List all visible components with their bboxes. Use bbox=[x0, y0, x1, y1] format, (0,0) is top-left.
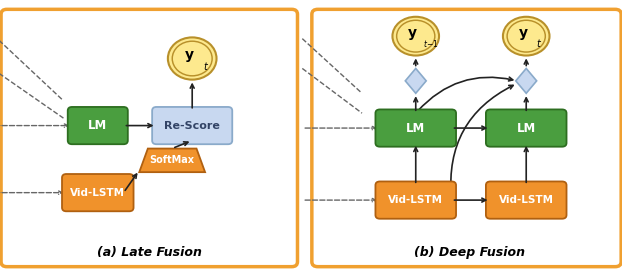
FancyBboxPatch shape bbox=[152, 107, 232, 144]
FancyBboxPatch shape bbox=[62, 174, 134, 211]
FancyBboxPatch shape bbox=[1, 9, 297, 267]
Text: $t$: $t$ bbox=[536, 37, 542, 49]
FancyBboxPatch shape bbox=[486, 182, 567, 219]
Text: LM: LM bbox=[88, 119, 108, 132]
Text: $\mathbf{y}$: $\mathbf{y}$ bbox=[518, 27, 529, 42]
FancyBboxPatch shape bbox=[68, 107, 128, 144]
Polygon shape bbox=[406, 68, 426, 93]
FancyBboxPatch shape bbox=[376, 109, 456, 147]
Text: $t\!-\!1$: $t\!-\!1$ bbox=[423, 38, 439, 49]
Text: LM: LM bbox=[517, 121, 536, 135]
Text: $t$: $t$ bbox=[203, 60, 209, 72]
FancyBboxPatch shape bbox=[376, 182, 456, 219]
Text: Re-Score: Re-Score bbox=[164, 121, 220, 131]
Text: $\mathbf{y}$: $\mathbf{y}$ bbox=[184, 49, 195, 64]
Polygon shape bbox=[516, 68, 537, 93]
Text: Vid-LSTM: Vid-LSTM bbox=[388, 195, 443, 205]
Text: (b) Deep Fusion: (b) Deep Fusion bbox=[414, 246, 525, 259]
Text: LM: LM bbox=[406, 121, 425, 135]
Text: Vid-LSTM: Vid-LSTM bbox=[70, 188, 125, 198]
Text: Vid-LSTM: Vid-LSTM bbox=[499, 195, 554, 205]
Circle shape bbox=[503, 17, 549, 55]
Circle shape bbox=[392, 17, 439, 55]
FancyBboxPatch shape bbox=[486, 109, 567, 147]
FancyBboxPatch shape bbox=[312, 9, 621, 267]
Circle shape bbox=[168, 37, 216, 79]
Text: SoftMax: SoftMax bbox=[150, 155, 195, 165]
Polygon shape bbox=[139, 148, 205, 172]
Text: (a) Late Fusion: (a) Late Fusion bbox=[97, 246, 202, 259]
Text: $\mathbf{y}$: $\mathbf{y}$ bbox=[407, 27, 417, 42]
